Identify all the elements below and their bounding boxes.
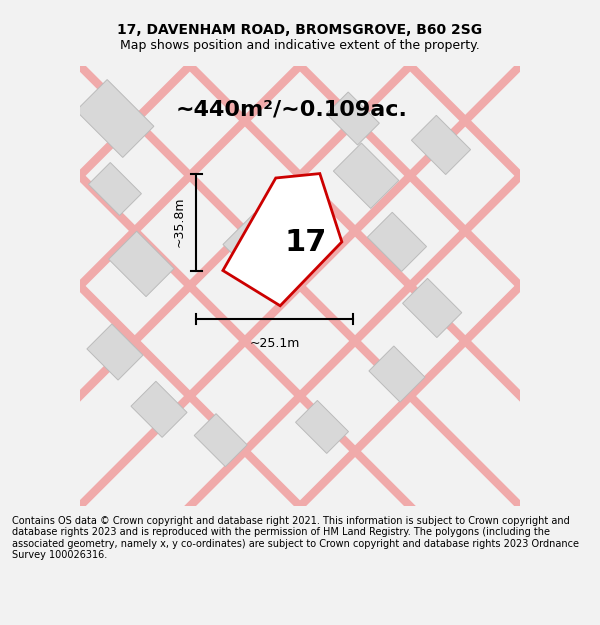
Polygon shape [296, 401, 349, 453]
Polygon shape [131, 381, 187, 438]
Text: ~25.1m: ~25.1m [250, 337, 300, 350]
Polygon shape [223, 174, 342, 306]
Polygon shape [334, 143, 399, 209]
Polygon shape [326, 92, 379, 145]
Polygon shape [223, 213, 298, 288]
Text: ~35.8m: ~35.8m [172, 197, 185, 248]
Polygon shape [87, 324, 143, 380]
Text: Contains OS data © Crown copyright and database right 2021. This information is : Contains OS data © Crown copyright and d… [12, 516, 579, 561]
Polygon shape [412, 116, 470, 174]
Polygon shape [194, 414, 247, 467]
Text: Map shows position and indicative extent of the property.: Map shows position and indicative extent… [120, 39, 480, 51]
Polygon shape [369, 346, 425, 402]
Polygon shape [367, 213, 427, 271]
Polygon shape [76, 79, 154, 158]
Polygon shape [88, 162, 142, 216]
Text: ~440m²/~0.109ac.: ~440m²/~0.109ac. [175, 99, 407, 120]
Polygon shape [109, 231, 174, 297]
Polygon shape [403, 278, 462, 338]
Text: 17, DAVENHAM ROAD, BROMSGROVE, B60 2SG: 17, DAVENHAM ROAD, BROMSGROVE, B60 2SG [118, 23, 482, 37]
Text: 17: 17 [284, 228, 327, 258]
